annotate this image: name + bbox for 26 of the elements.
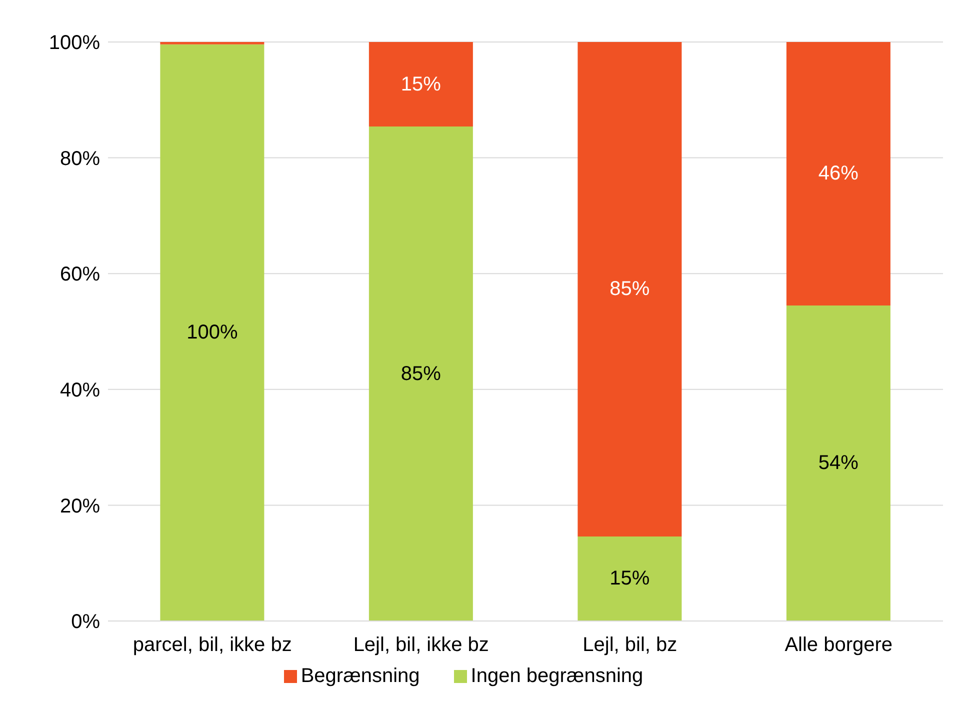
y-tick-label: 20% <box>60 495 100 518</box>
x-tick-label: Lejl, bil, ikke bz <box>353 634 489 656</box>
x-tick-label: parcel, bil, ikke bz <box>132 634 292 656</box>
bar <box>368 126 473 621</box>
bar <box>578 536 682 621</box>
legend-label: Begrænsning <box>300 665 420 687</box>
data-label: 54% <box>818 452 859 474</box>
bar <box>786 305 890 621</box>
bar <box>160 44 264 621</box>
data-label: 85% <box>610 278 650 300</box>
data-label: 15% <box>610 568 650 590</box>
bar <box>368 42 473 127</box>
x-tick-label: Alle borgere <box>784 634 893 656</box>
bar <box>578 42 682 536</box>
data-label: 85% <box>400 362 442 385</box>
bar <box>786 42 890 306</box>
y-tick-label: 60% <box>60 264 100 286</box>
data-label: 46% <box>818 162 859 185</box>
legend-label: Ingen begrænsning <box>470 665 644 687</box>
x-tick-label: Lejl, bil, bz <box>582 634 678 656</box>
y-tick-label: 0% <box>71 611 100 634</box>
data-label: 15% <box>400 73 442 96</box>
y-tick-label: 80% <box>60 148 100 170</box>
data-label: 100% <box>186 322 238 344</box>
y-tick-label: 40% <box>60 380 100 402</box>
y-tick-label: 100% <box>48 32 100 54</box>
